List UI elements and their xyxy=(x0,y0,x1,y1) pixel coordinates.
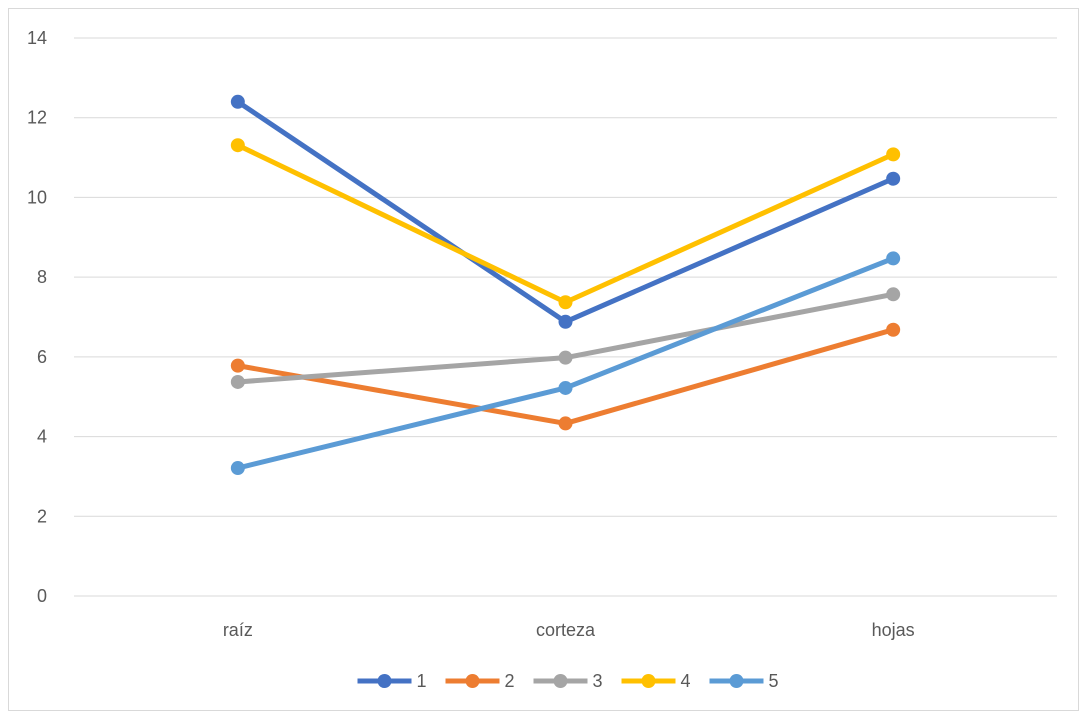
series-5 xyxy=(230,251,901,476)
y-tick-label: 14 xyxy=(27,28,47,48)
data-point xyxy=(558,416,573,431)
series-line xyxy=(235,99,896,325)
legend-item: 1 xyxy=(357,671,427,691)
series-lines xyxy=(230,94,901,476)
y-tick-label: 8 xyxy=(37,267,47,287)
data-point xyxy=(558,380,573,395)
data-point xyxy=(230,138,245,153)
data-point xyxy=(886,322,901,337)
data-point xyxy=(886,171,901,186)
data-point xyxy=(230,374,245,389)
y-tick-label: 10 xyxy=(27,187,47,207)
legend-item: 2 xyxy=(445,671,515,691)
series-1 xyxy=(230,94,901,329)
legend-marker xyxy=(377,674,392,688)
legend-marker xyxy=(465,674,480,688)
legend-marker xyxy=(729,674,744,688)
legend-label: 5 xyxy=(769,671,779,691)
y-tick-label: 0 xyxy=(37,586,47,606)
gridlines xyxy=(74,37,1057,597)
x-tick-label: hojas xyxy=(872,620,915,640)
y-tick-label: 12 xyxy=(27,108,47,128)
legend: 1 2 3 4 5 xyxy=(357,671,779,691)
series-2 xyxy=(230,322,901,431)
data-point xyxy=(230,94,245,109)
legend-label: 3 xyxy=(593,671,603,691)
series-4 xyxy=(230,138,901,310)
legend-label: 4 xyxy=(681,671,691,691)
y-tick-label: 6 xyxy=(37,347,47,367)
x-tick-label: raíz xyxy=(223,620,253,640)
legend-marker xyxy=(641,674,656,688)
data-point xyxy=(558,295,573,310)
data-point xyxy=(230,358,245,373)
legend-item: 3 xyxy=(533,671,603,691)
legend-label: 1 xyxy=(417,671,427,691)
legend-marker xyxy=(553,674,568,688)
data-point xyxy=(886,287,901,302)
data-point xyxy=(558,314,573,329)
x-tick-label: corteza xyxy=(536,620,596,640)
legend-label: 2 xyxy=(505,671,515,691)
data-point xyxy=(886,147,901,162)
data-point xyxy=(886,251,901,266)
data-point xyxy=(558,350,573,365)
series-3 xyxy=(230,287,901,389)
legend-item: 5 xyxy=(709,671,779,691)
data-point xyxy=(230,461,245,476)
legend-item: 4 xyxy=(621,671,691,691)
x-axis-ticks: raíz corteza hojas xyxy=(223,620,915,640)
y-tick-label: 2 xyxy=(37,506,47,526)
y-axis-ticks: 0 2 4 6 8 10 12 14 xyxy=(27,28,47,606)
y-tick-label: 4 xyxy=(37,427,47,447)
